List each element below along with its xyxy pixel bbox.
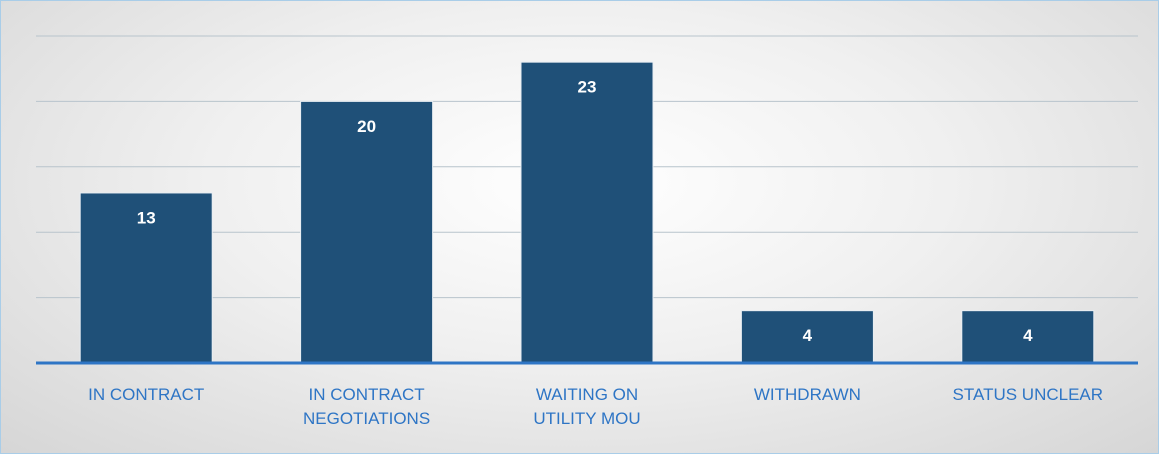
bar	[300, 100, 434, 364]
bar	[520, 61, 654, 364]
x-tick-label: STATUS UNCLEAR	[952, 385, 1104, 404]
data-label: 13	[137, 208, 156, 227]
bar	[740, 310, 874, 364]
x-tick-label: IN CONTRACT NEGOTIATIONS	[302, 385, 431, 428]
data-label: 20	[357, 117, 376, 136]
x-tick-label: IN CONTRACT	[88, 385, 205, 404]
data-label: 23	[578, 78, 597, 97]
data-label: 4	[1023, 326, 1033, 345]
x-tick-label: WAITING ON UTILITY MOU	[533, 385, 641, 428]
data-label: 4	[803, 326, 813, 345]
bar	[961, 310, 1095, 364]
x-tick-label: WITHDRAWN	[753, 385, 861, 404]
